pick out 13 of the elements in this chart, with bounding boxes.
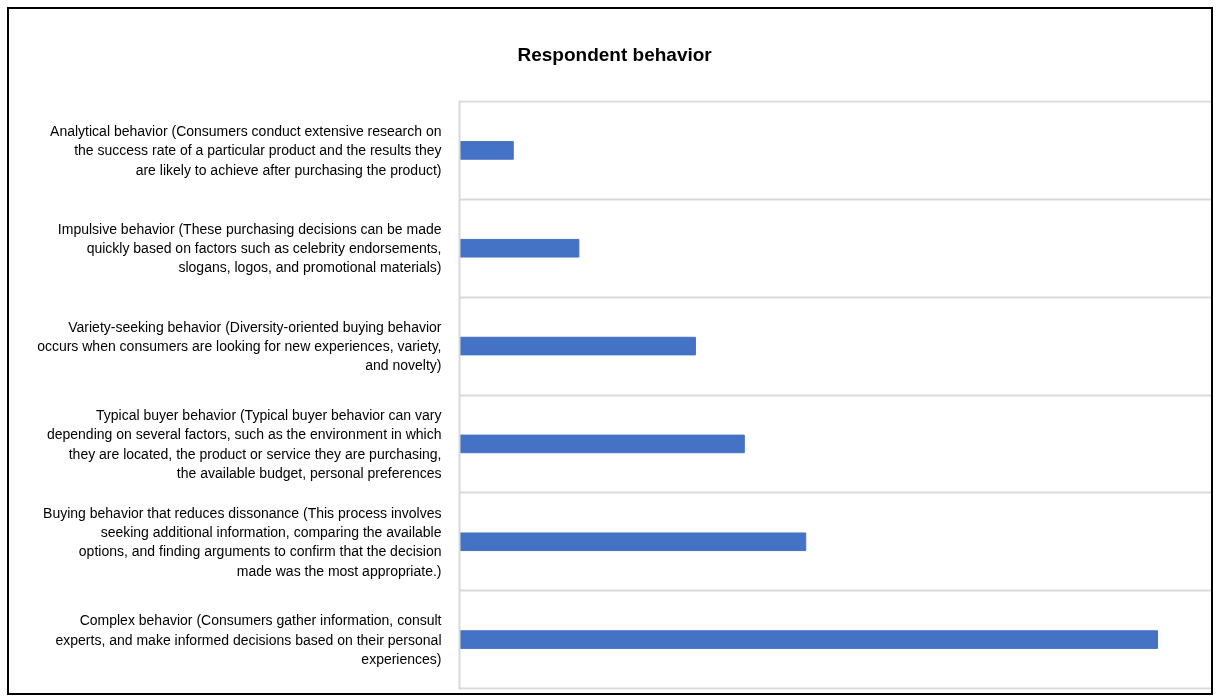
bar [459,238,580,258]
bar [459,532,807,552]
bar [459,630,1159,649]
y-tick-label: Variety-seeking behavior (Diversity-oriented buying behavior occurs when consumers are looking for new experiences, variety, and novelty) [37,318,442,374]
y-tick-label: Complex behavior (Consumers gather information, consult experts, and make informed decisions based on their personal experiences) [55,612,442,667]
bar [459,434,745,454]
y-tick-label: Analytical behavior (Consumers conduct extensive research on the success rate of a particular product and the results they are likely to achieve after purchasing the product) [50,123,442,178]
bar [459,141,514,160]
y-tick-label: Impulsive behavior (These purchasing decisions can be made quickly based on factors such as celebrity endorsements, slogans, logos, and promotional materials) [57,221,442,276]
y-tick-label: Typical buyer behavior (Typical buyer behavior can vary depending on several factors, such as the environment in which they are located, the product or service they are purchasing, the available budget, personal preferences [46,407,442,481]
bar [459,336,696,356]
chart-title: Respondent behavior [517,43,713,65]
y-tick-label: Buying behavior that reduces dissonance (This process involves seeking additional information, comparing the available options, and finding arguments to confirm that the decision made was the most appropriate.) [43,504,442,579]
